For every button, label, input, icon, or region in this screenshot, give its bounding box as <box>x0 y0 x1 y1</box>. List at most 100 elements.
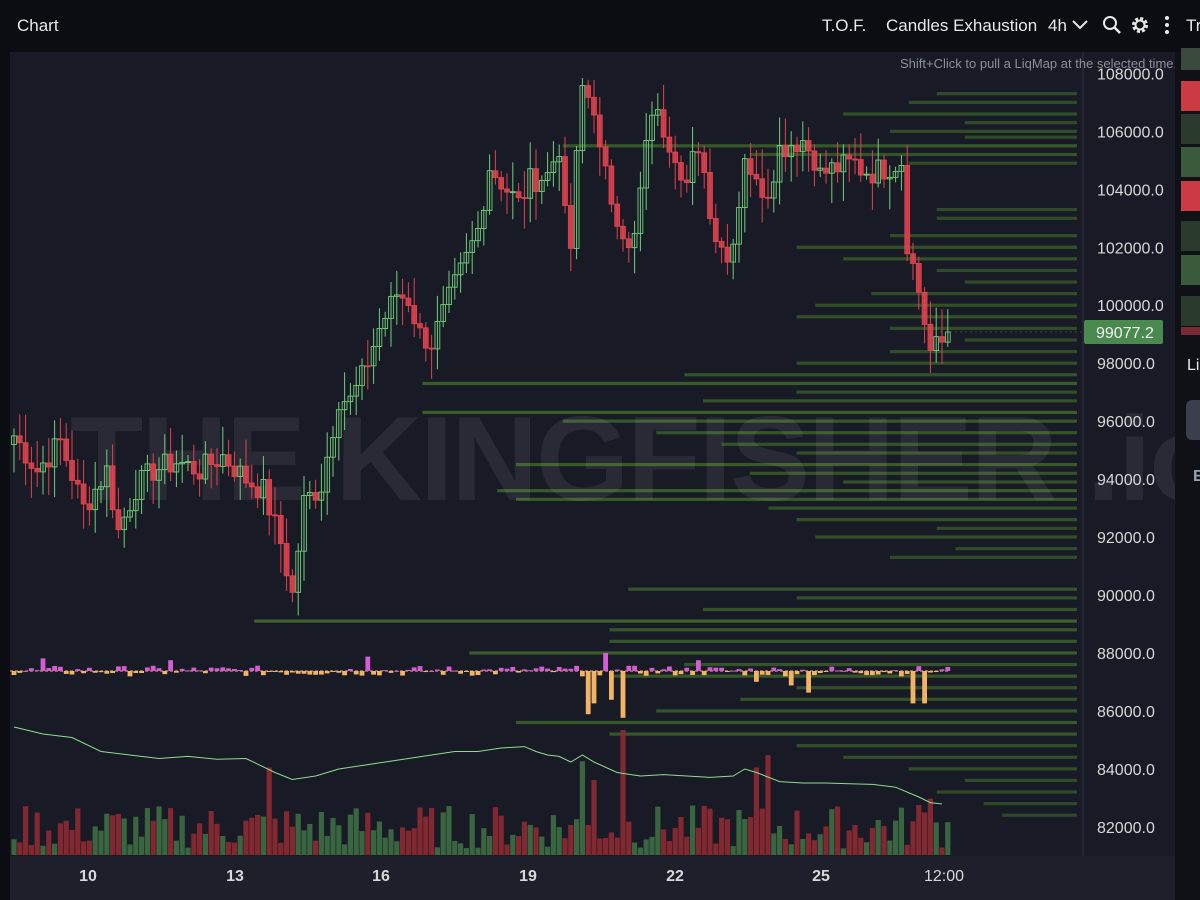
gear-icon[interactable] <box>1129 13 1151 37</box>
candle <box>504 173 510 214</box>
candle <box>306 480 313 510</box>
side-up-button-3[interactable] <box>1181 255 1200 285</box>
candle-body <box>741 158 748 209</box>
volume-bar <box>539 836 545 855</box>
delta-bar <box>667 666 672 671</box>
candle-body <box>272 514 278 517</box>
candles-exhaustion-button[interactable]: Candles Exhaustion <box>886 16 1038 35</box>
delta-bar <box>585 671 591 715</box>
candle-body <box>45 462 52 468</box>
side-toggle[interactable] <box>1186 400 1200 440</box>
volume-bar <box>179 815 185 855</box>
candle <box>231 451 238 482</box>
volume-bar <box>724 819 730 855</box>
candle-body <box>16 435 23 444</box>
tof-indicator-button[interactable]: T.O.F. <box>822 16 867 35</box>
candle <box>689 127 696 205</box>
oi-line <box>13 726 943 805</box>
volume-bar <box>388 829 394 855</box>
side-down-button-2[interactable] <box>1181 181 1200 211</box>
candle-body <box>428 347 435 350</box>
delta-bar <box>411 667 417 671</box>
candle <box>405 282 412 313</box>
volume-bar <box>255 814 261 855</box>
timeframe-select[interactable]: 4h <box>1048 16 1067 35</box>
last-price-tag: 99077.2 <box>940 319 1163 344</box>
chevron-down-icon[interactable] <box>1069 13 1091 37</box>
delta-bar <box>429 670 434 672</box>
delta-bar <box>933 671 939 673</box>
liq-level <box>796 451 1077 455</box>
delta-bar <box>23 670 28 672</box>
candle <box>22 414 29 486</box>
volume-bar <box>597 838 603 855</box>
candle <box>509 162 516 220</box>
side-up-button-2[interactable] <box>1181 147 1200 177</box>
volume-bar <box>643 839 649 855</box>
delta-bar <box>904 671 910 674</box>
volume-bar <box>603 837 609 855</box>
delta-bar <box>295 671 301 674</box>
delta-bar <box>11 671 17 675</box>
liq-level <box>516 497 1077 501</box>
candle-body <box>550 161 557 174</box>
candle-body <box>173 463 180 473</box>
candle <box>718 237 725 264</box>
candle-body <box>92 488 99 511</box>
candle <box>683 164 690 193</box>
side-down-button-1[interactable] <box>1181 81 1200 111</box>
candle <box>765 168 771 209</box>
liq-level <box>721 442 1077 446</box>
delta-bar <box>319 671 324 675</box>
volume-bar <box>318 812 324 855</box>
delta-bar <box>794 671 800 675</box>
delta-bar <box>580 671 585 677</box>
candle-body <box>886 176 893 180</box>
delta-bar <box>846 668 852 671</box>
candle-body <box>80 483 87 505</box>
delta-bar <box>388 671 394 673</box>
candle-body <box>643 140 650 189</box>
candle <box>51 420 58 498</box>
liq-level <box>422 381 1077 386</box>
candle <box>376 308 383 361</box>
volume-bar <box>110 815 116 855</box>
side-up-button-1[interactable] <box>1181 48 1200 70</box>
candle <box>799 121 806 172</box>
price-tick-label: 82000.0 <box>1097 820 1155 837</box>
time-axis[interactable] <box>10 856 1175 900</box>
delta-bar <box>922 671 927 704</box>
candle-body <box>260 479 267 499</box>
time-tick-label: 12:00 <box>923 868 965 885</box>
volume-bar <box>446 806 452 855</box>
open-interest-line <box>13 726 943 805</box>
candle <box>237 458 244 500</box>
chart-title: Chart <box>17 16 59 35</box>
more-vertical-icon[interactable] <box>1156 13 1178 37</box>
candle <box>741 153 748 233</box>
candle <box>260 456 267 515</box>
volume-bar <box>336 825 342 855</box>
delta-bar <box>875 671 881 675</box>
candle-body <box>475 227 481 242</box>
liq-level <box>1002 813 1077 817</box>
candle-body <box>614 203 621 227</box>
volume-bar <box>498 815 504 855</box>
candle <box>446 270 452 313</box>
liq-level <box>469 651 1077 655</box>
candle <box>225 439 232 477</box>
delta-bar <box>893 670 898 672</box>
delta-bar <box>127 671 133 677</box>
search-icon[interactable] <box>1101 13 1123 37</box>
candle-body <box>446 286 452 306</box>
candle-body <box>724 246 731 263</box>
volume-bar <box>365 812 371 855</box>
candle <box>915 256 922 310</box>
candle <box>747 143 754 197</box>
candle <box>498 170 505 202</box>
candle <box>805 127 812 172</box>
candle <box>463 233 470 273</box>
delta-bar <box>870 671 875 676</box>
volume-bar <box>730 846 736 855</box>
